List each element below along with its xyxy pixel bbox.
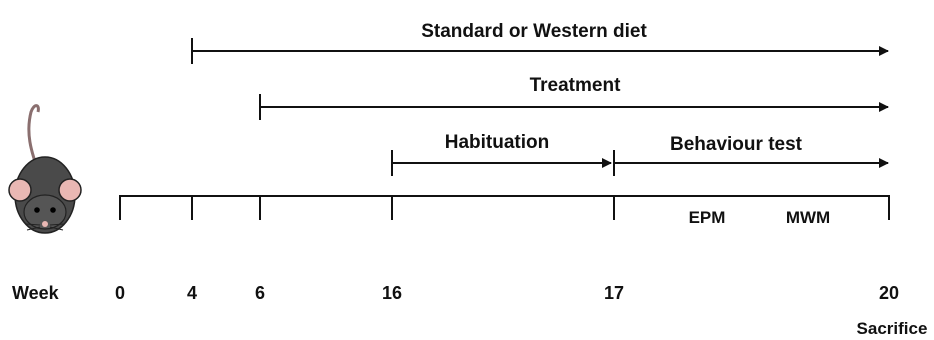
mouse-icon [8, 104, 82, 234]
test-label-epm: EPM [689, 208, 726, 227]
axis-label-week: Week [12, 283, 60, 303]
tick-label: 6 [255, 283, 265, 303]
phase-treatment: Treatment [259, 75, 889, 120]
phase-behaviour-test: Behaviour test [613, 134, 889, 176]
phase-habituation-label: Habituation [445, 132, 550, 153]
phase-diet-label: Standard or Western diet [421, 21, 647, 42]
phase-diet: Standard or Western diet [191, 21, 889, 64]
test-label-mwm: MWM [786, 208, 830, 227]
tick-label: 16 [382, 283, 402, 303]
phase-habituation: Habituation [391, 132, 612, 176]
tick-label: 0 [115, 283, 125, 303]
tick-label: 20 [879, 283, 899, 303]
week-axis: EPM MWM Week 0 4 6 16 17 20 Sacrifice [12, 195, 928, 338]
sacrifice-label: Sacrifice [857, 319, 928, 338]
tick-label: 17 [604, 283, 624, 303]
phase-treatment-label: Treatment [530, 75, 621, 96]
phase-behaviour-test-label: Behaviour test [670, 134, 803, 155]
tick-label: 4 [187, 283, 197, 303]
